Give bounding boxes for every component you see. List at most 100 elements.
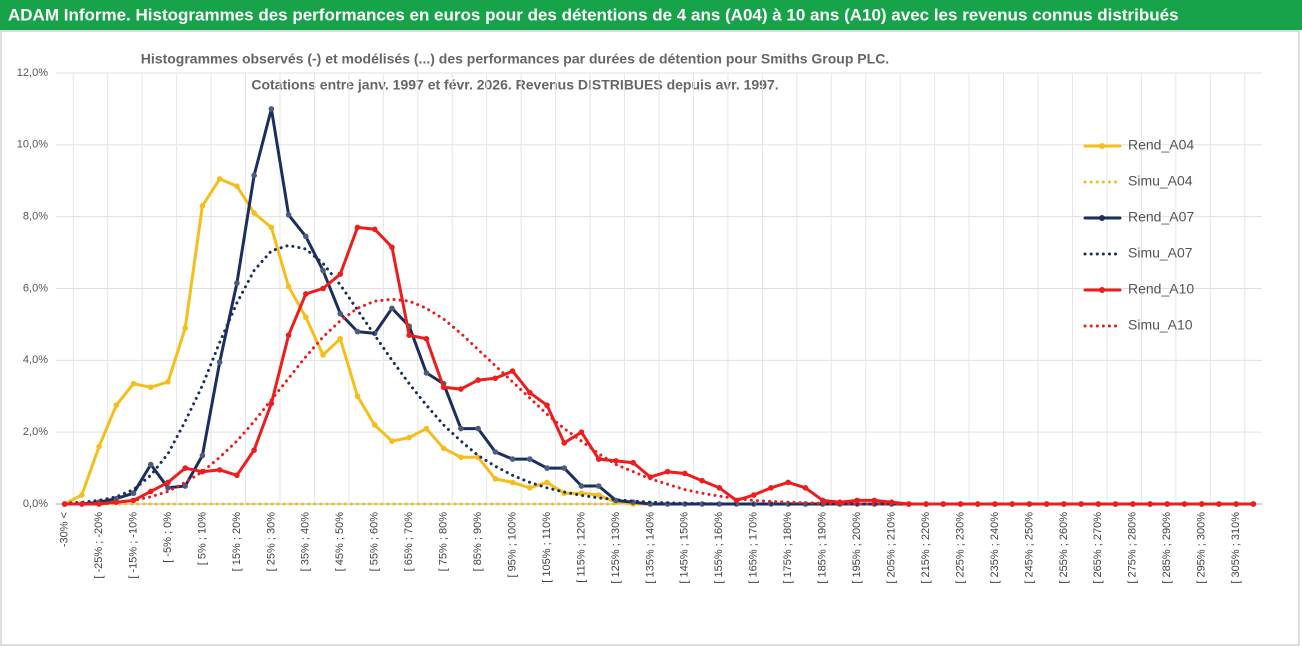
marker — [354, 224, 361, 231]
marker — [251, 447, 257, 453]
marker — [182, 325, 189, 331]
marker — [664, 468, 671, 475]
marker — [768, 485, 774, 491]
marker — [268, 224, 275, 231]
x-tick-label: [ 85% ; 90% — [472, 512, 484, 572]
legend-label: Rend_A10 — [1128, 281, 1194, 297]
x-tick-label: [ -25% ; -20% — [93, 512, 105, 579]
marker — [216, 467, 223, 473]
marker — [337, 310, 344, 317]
marker — [337, 271, 344, 277]
marker — [199, 203, 206, 209]
marker — [595, 456, 602, 462]
marker — [406, 434, 412, 441]
marker — [1026, 501, 1033, 507]
x-tick-label: [ 185% ; 190% — [817, 512, 829, 584]
x-tick-label: [ 225% ; 230% — [954, 512, 966, 584]
marker — [320, 352, 326, 358]
marker — [458, 425, 464, 432]
legend-label: Rend_A07 — [1128, 209, 1194, 225]
marker — [682, 470, 688, 477]
marker — [1233, 501, 1239, 507]
marker — [165, 485, 171, 491]
marker — [216, 359, 223, 365]
marker — [630, 459, 636, 466]
legend-marker — [1099, 143, 1105, 149]
marker — [251, 172, 257, 179]
x-tick-label: [ 5% ; 10% — [196, 512, 208, 565]
marker — [234, 472, 240, 479]
marker — [285, 212, 292, 218]
marker — [423, 425, 430, 432]
marker — [423, 370, 430, 376]
marker — [285, 332, 292, 338]
marker — [509, 456, 516, 462]
y-tick-label: 4,0% — [23, 354, 48, 366]
marker — [371, 226, 378, 233]
marker — [1147, 501, 1153, 507]
marker — [147, 384, 154, 391]
marker — [492, 449, 499, 455]
series-line — [63, 297, 1255, 506]
y-tick-label: 10,0% — [17, 139, 48, 151]
x-tick-label: [ 215% ; 220% — [920, 512, 932, 584]
x-tick-label: [ 65% ; 70% — [403, 512, 415, 572]
marker — [544, 465, 550, 471]
x-tick-label: [ 75% ; 80% — [438, 512, 450, 572]
legend-label: Simu_A07 — [1128, 245, 1193, 261]
series-line — [63, 243, 1255, 506]
legend-label: Simu_A10 — [1128, 317, 1193, 333]
marker — [199, 452, 206, 459]
marker — [389, 305, 395, 312]
marker — [716, 501, 723, 507]
y-tick-label: 6,0% — [23, 282, 48, 294]
marker — [819, 497, 826, 504]
y-tick-label: 12,0% — [17, 67, 48, 79]
marker — [268, 106, 275, 112]
marker — [371, 422, 378, 428]
marker — [113, 499, 120, 506]
x-tick-label: [ 265% ; 270% — [1092, 512, 1104, 584]
marker — [96, 443, 102, 450]
x-tick-label: [ 145% ; 150% — [679, 512, 691, 584]
marker — [871, 497, 878, 504]
marker — [440, 445, 447, 452]
marker — [1043, 501, 1050, 507]
marker — [354, 393, 361, 400]
marker — [492, 476, 499, 482]
x-tick-label: [ 105% ; 110% — [541, 512, 553, 583]
x-tick-label: [ 25% ; 30% — [265, 512, 277, 572]
y-tick-label: 0,0% — [23, 498, 48, 510]
marker — [130, 490, 137, 497]
marker — [440, 384, 447, 391]
legend-label: Simu_A04 — [1128, 173, 1193, 189]
x-tick-label: [ 305% ; 310% — [1230, 512, 1242, 584]
marker — [234, 183, 240, 189]
chart-border — [0, 30, 1300, 646]
x-tick-label: [ 135% ; 140% — [644, 512, 656, 584]
marker — [613, 458, 619, 464]
marker — [940, 501, 947, 507]
x-tick-label: [ 195% ; 200% — [851, 512, 863, 584]
y-tick-label: 8,0% — [23, 211, 48, 223]
x-tick-label: [ 55% ; 60% — [369, 512, 381, 572]
marker — [544, 402, 550, 409]
marker — [526, 389, 533, 396]
subtitle: Histogrammes observés (-) et modélisés (… — [141, 51, 889, 67]
x-tick-label: [ 275% ; 280% — [1127, 512, 1139, 584]
marker — [561, 465, 568, 471]
legend-marker — [1099, 287, 1105, 293]
x-tick-label: [ 165% ; 170% — [748, 512, 760, 584]
marker — [147, 488, 154, 495]
x-tick-label: [ 95% ; 100% — [506, 512, 518, 578]
x-tick-label: [ 255% ; 260% — [1058, 512, 1070, 584]
x-tick-label: [ 245% ; 250% — [1023, 512, 1035, 584]
marker — [716, 485, 723, 491]
marker — [475, 377, 481, 383]
marker — [1129, 501, 1136, 507]
marker — [251, 210, 257, 216]
marker — [234, 280, 240, 286]
marker — [113, 402, 120, 409]
marker — [750, 492, 757, 498]
